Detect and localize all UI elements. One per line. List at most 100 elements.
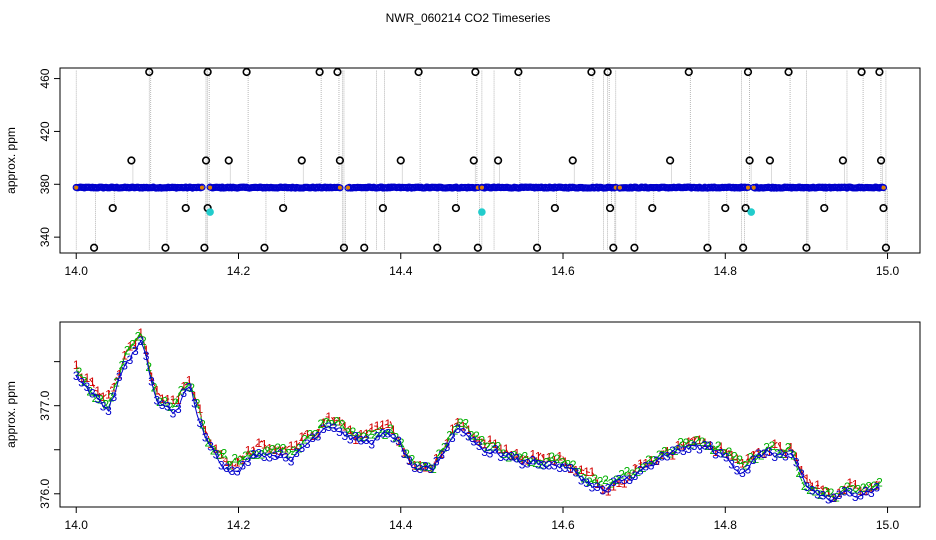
outlier-point (108, 203, 117, 213)
series-marker: 2 (484, 440, 491, 454)
series-marker: 2 (865, 479, 872, 493)
series-marker: 1 (143, 343, 150, 357)
series-marker: 3 (347, 433, 354, 447)
data-point (199, 185, 204, 190)
series-marker: 2 (753, 452, 760, 466)
series-marker: 3 (814, 488, 821, 502)
series-marker: 3 (868, 486, 875, 500)
series-marker: 1 (540, 452, 547, 466)
series-marker: 3 (820, 489, 827, 503)
series-marker: 2 (301, 432, 308, 446)
series-marker: 3 (551, 458, 558, 472)
series-marker: 2 (285, 446, 292, 460)
series-marker: 2 (860, 481, 867, 495)
series-marker: 3 (750, 453, 757, 467)
series-marker: 2 (720, 447, 727, 461)
series-marker: 1 (599, 483, 606, 497)
series-marker: 1 (202, 424, 209, 438)
series-marker: 2 (602, 473, 609, 487)
series-marker: 3 (863, 484, 870, 498)
series-marker: 3 (229, 464, 236, 478)
series-marker: 2 (237, 453, 244, 467)
series-marker: 2 (280, 441, 287, 455)
outlier-point (181, 203, 190, 213)
series-marker: 3 (315, 429, 322, 443)
series-marker: 1 (669, 449, 676, 463)
series-marker: 1 (777, 440, 784, 454)
series-marker: 1 (116, 367, 123, 381)
series-marker: 2 (264, 444, 271, 458)
data-point (198, 183, 206, 191)
outlier-point (741, 203, 750, 213)
outlier-point (514, 67, 523, 77)
series-marker: 2 (323, 416, 330, 430)
series-marker: 2 (382, 428, 389, 442)
series-marker: 2 (736, 453, 743, 467)
series-marker: 2 (500, 447, 507, 461)
series-marker: 1 (605, 485, 612, 499)
series-marker: 1 (847, 476, 854, 490)
series-marker: 3 (105, 404, 112, 418)
series-marker: 1 (180, 379, 187, 393)
series-marker: 2 (226, 458, 233, 472)
series-marker: 3 (610, 475, 617, 489)
series-marker: 3 (513, 451, 520, 465)
data-point (208, 185, 213, 190)
series-marker: 2 (156, 395, 163, 409)
series-marker: 2 (645, 453, 652, 467)
series-marker: 1 (782, 447, 789, 461)
series-marker: 1 (680, 439, 687, 453)
series-marker: 1 (632, 462, 639, 476)
data-point (617, 185, 622, 190)
x-tick-label: 14.0 (65, 264, 89, 278)
series-marker: 2 (441, 440, 448, 454)
series-marker: 2 (828, 486, 835, 500)
series-marker: 2 (479, 433, 486, 447)
series-marker: 3 (696, 443, 703, 457)
series-marker: 3 (234, 465, 241, 479)
series-marker: 1 (562, 455, 569, 469)
series-marker: 1 (266, 441, 273, 455)
series-marker: 1 (524, 454, 531, 468)
outlier-point (739, 243, 748, 252)
outlier-point (260, 243, 269, 252)
series-marker: 1 (438, 447, 445, 461)
series-marker: 2 (86, 384, 93, 398)
series-marker: 1 (411, 458, 418, 472)
series-marker: 2 (135, 329, 142, 343)
outlier-point (203, 67, 212, 77)
series-marker: 3 (616, 472, 623, 486)
series-marker: 3 (379, 427, 386, 441)
outlier-point (89, 243, 99, 252)
series-marker: 2 (145, 360, 152, 374)
series-marker: 3 (556, 461, 563, 475)
series-marker: 3 (159, 398, 166, 412)
series-marker: 2 (731, 450, 738, 464)
x-tick-label: 14.4 (389, 264, 413, 278)
series-marker: 2 (366, 427, 373, 441)
outlier-point (494, 156, 503, 165)
series-marker: 2 (446, 428, 453, 442)
series-marker: 2 (554, 452, 561, 466)
series-marker: 2 (796, 466, 803, 480)
series-marker: 3 (680, 444, 687, 458)
data-point (74, 185, 79, 190)
series-marker: 1 (239, 453, 246, 467)
series-marker: 1 (196, 402, 203, 416)
series-marker: 2 (210, 443, 217, 457)
series-marker: 1 (384, 417, 391, 431)
x-tick-label: 15.0 (876, 518, 900, 532)
series-marker: 2 (188, 381, 195, 395)
series-marker: 1 (825, 486, 832, 500)
outlier-point (473, 243, 482, 252)
series-marker: 3 (658, 449, 665, 463)
series-marker: 2 (183, 380, 190, 394)
series-marker: 3 (847, 486, 854, 500)
series-marker: 3 (487, 447, 494, 461)
series-marker: 3 (583, 476, 590, 490)
series-marker: 3 (110, 390, 117, 404)
series-marker: 3 (100, 400, 107, 414)
series-marker: 1 (207, 437, 214, 451)
series-marker: 2 (119, 358, 126, 372)
outlier-point (414, 67, 423, 77)
